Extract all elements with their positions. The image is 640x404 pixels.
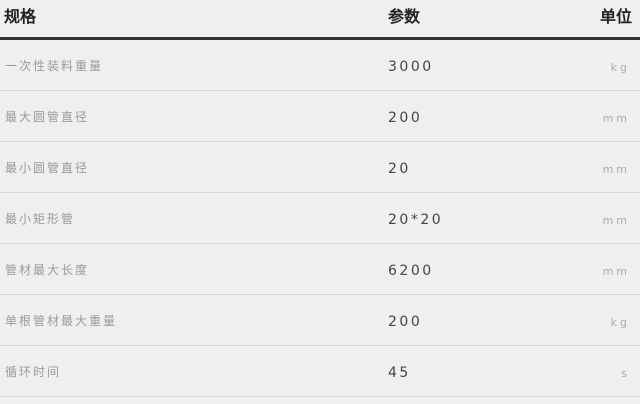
row-label: 最大圆管直径	[5, 110, 90, 124]
row-unit: mm	[602, 112, 630, 125]
row-value: 20	[388, 161, 411, 177]
header-spec: 规格	[4, 7, 37, 26]
header-param: 参数	[388, 7, 421, 26]
row-label: 最小圆管直径	[5, 161, 90, 175]
table-row: 最小矩形管 20*20 mm	[0, 193, 640, 244]
row-unit: kg	[610, 316, 630, 329]
row-label: 最小矩形管	[5, 212, 76, 226]
row-unit: mm	[602, 214, 630, 227]
table-row: 管材最大长度 6200 mm	[0, 244, 640, 295]
row-label: 一次性装料重量	[5, 59, 104, 73]
row-value: 20*20	[388, 212, 444, 228]
table-row: 单根管材最大重量 200 kg	[0, 295, 640, 346]
row-unit: mm	[602, 163, 630, 176]
row-label: 循环时间	[5, 365, 62, 379]
header-unit: 单位	[599, 7, 632, 26]
row-unit: kg	[610, 61, 630, 74]
row-value: 3000	[388, 59, 434, 75]
header-divider	[0, 37, 640, 40]
row-unit: mm	[602, 265, 630, 278]
table-row: 一次性装料重量 3000 kg	[0, 40, 640, 91]
row-value: 6200	[388, 263, 434, 279]
row-value: 200	[388, 314, 423, 330]
table-row: 循环时间 45 s	[0, 346, 640, 397]
table-row: 最小圆管直径 20 mm	[0, 142, 640, 193]
table-row: 最大圆管直径 200 mm	[0, 91, 640, 142]
spec-table: 一次性装料重量 3000 kg 最大圆管直径 200 mm 最小圆管直径 20 mm 最小矩形管 2…	[0, 40, 640, 397]
row-label: 单根管材最大重量	[5, 314, 118, 328]
table-header: 规格 参数 单位	[0, 0, 640, 37]
row-label: 管材最大长度	[5, 263, 90, 277]
row-value: 200	[388, 110, 423, 126]
row-value: 45	[388, 365, 411, 381]
row-unit: s	[621, 367, 630, 380]
